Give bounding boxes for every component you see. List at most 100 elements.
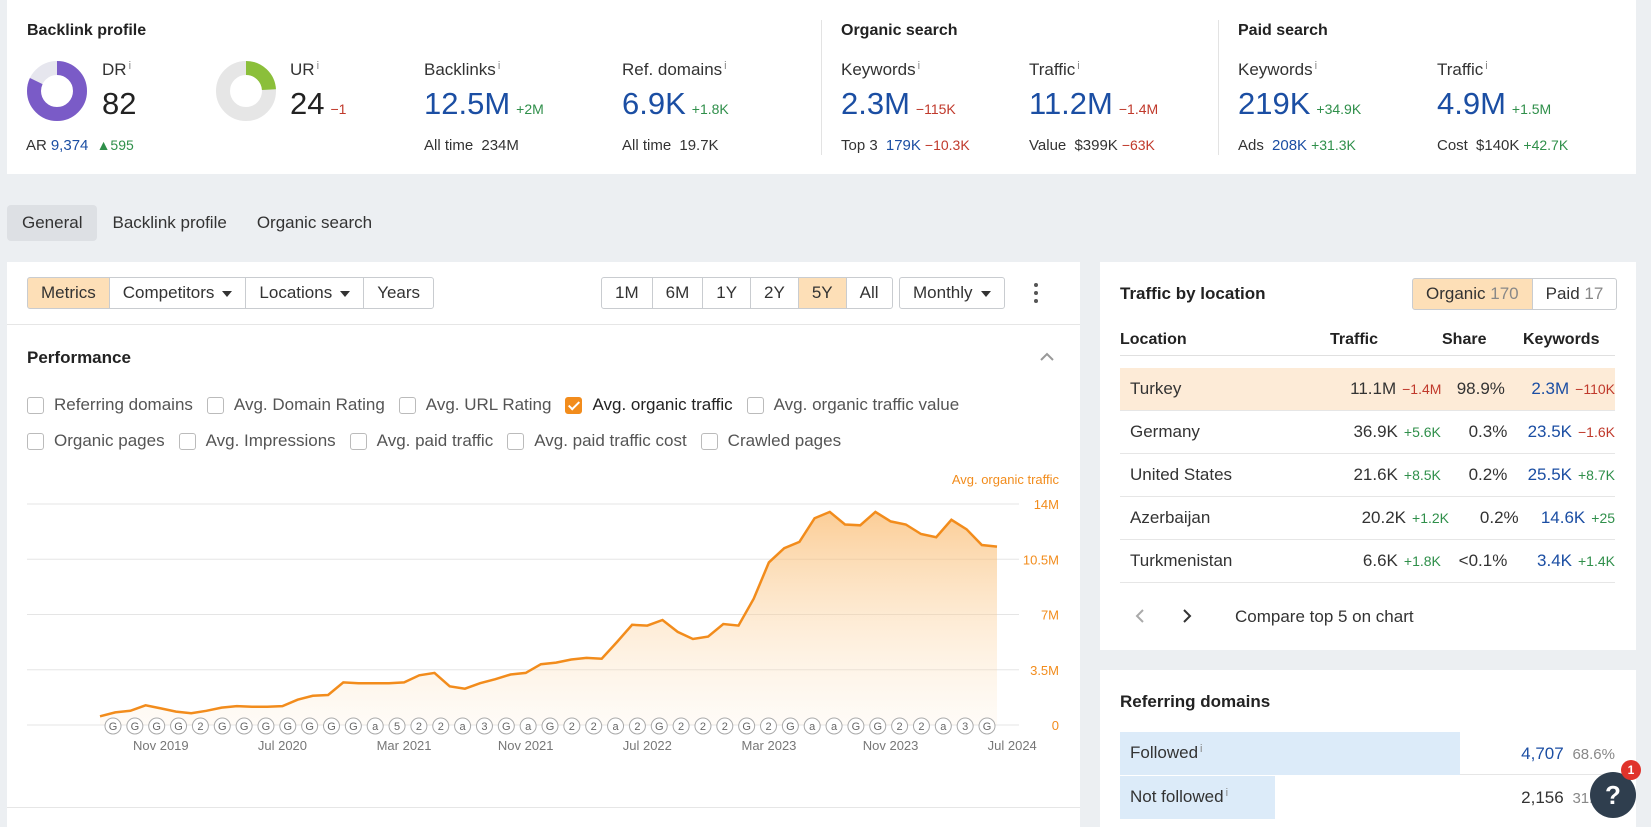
metrics-button[interactable]: Metrics xyxy=(27,277,110,309)
organic-keywords-value[interactable]: 2.3M xyxy=(841,86,910,121)
col-share[interactable]: Share xyxy=(1442,330,1487,348)
annotation-marker[interactable]: G xyxy=(541,717,559,735)
annotation-marker[interactable]: G xyxy=(738,717,756,735)
annotation-marker[interactable]: 3 xyxy=(956,717,974,735)
range-6m-button[interactable]: 6M xyxy=(651,277,704,309)
tab-general[interactable]: General xyxy=(7,205,98,241)
table-row[interactable]: Turkey 11.1M −1.4M 98.9% 2.3M −110K xyxy=(1120,368,1615,411)
checkbox-organic-pages[interactable]: Organic pages xyxy=(27,431,165,451)
checkbox-box[interactable] xyxy=(206,396,224,414)
annotation-marker[interactable]: 5 xyxy=(388,717,406,735)
annotation-marker[interactable]: a xyxy=(934,717,952,735)
checkbox-crawled-pages[interactable]: Crawled pages xyxy=(700,431,841,451)
paid-traffic-value[interactable]: 4.9M xyxy=(1437,86,1506,121)
location-keywords[interactable]: 14.6K xyxy=(1540,508,1586,527)
info-icon[interactable]: i xyxy=(724,60,727,72)
location-keywords[interactable]: 23.5K xyxy=(1527,422,1572,441)
checkbox-box[interactable] xyxy=(700,432,718,450)
range-5y-button[interactable]: 5Y xyxy=(797,277,847,309)
checkbox-box[interactable] xyxy=(746,396,764,414)
table-row[interactable]: Turkmenistan 6.6K +1.8K <0.1% 3.4K +1.4K xyxy=(1120,540,1615,583)
kebab-icon[interactable] xyxy=(1033,283,1039,303)
followed-value[interactable]: 4,707 xyxy=(1521,744,1564,763)
annotation-marker[interactable]: G xyxy=(497,717,515,735)
annotation-marker[interactable]: 2 xyxy=(191,717,209,735)
info-icon[interactable]: i xyxy=(497,60,501,72)
checkbox-avg-url-rating[interactable]: Avg. URL Rating xyxy=(398,395,551,415)
col-location[interactable]: Location xyxy=(1120,330,1187,348)
range-1y-button[interactable]: 1Y xyxy=(702,277,752,309)
organic-traffic-value[interactable]: 11.2M xyxy=(1029,86,1113,121)
not-followed-value[interactable]: 2,156 xyxy=(1521,788,1564,807)
annotation-marker[interactable]: a xyxy=(803,717,821,735)
annotation-marker[interactable]: 2 xyxy=(432,717,450,735)
annotation-marker[interactable]: G xyxy=(650,717,668,735)
years-button[interactable]: Years xyxy=(363,277,435,309)
checkbox-box[interactable] xyxy=(27,432,44,450)
annotation-marker[interactable]: G xyxy=(301,717,319,735)
checkbox-box[interactable] xyxy=(349,432,367,450)
location-keywords[interactable]: 3.4K xyxy=(1537,551,1572,570)
paid-toggle-button[interactable]: Paid 17 xyxy=(1531,278,1618,310)
location-keywords[interactable]: 2.3M xyxy=(1531,379,1570,398)
range-2y-button[interactable]: 2Y xyxy=(750,277,799,309)
range-1m-button[interactable]: 1M xyxy=(601,277,653,309)
location-keywords[interactable]: 25.5K xyxy=(1527,465,1572,484)
info-icon[interactable]: i xyxy=(1077,60,1080,72)
info-icon[interactable]: i xyxy=(128,60,132,72)
annotation-marker[interactable]: a xyxy=(366,717,384,735)
info-icon[interactable]: i xyxy=(917,60,921,72)
col-traffic[interactable]: Traffic xyxy=(1330,330,1379,348)
checkbox-avg-domain-rating[interactable]: Avg. Domain Rating xyxy=(206,395,385,415)
locations-dropdown[interactable]: Locations xyxy=(245,277,365,309)
paid-keywords-value[interactable]: 219K xyxy=(1238,86,1311,121)
annotation-marker[interactable]: 2 xyxy=(410,717,428,735)
annotation-marker[interactable]: 2 xyxy=(694,717,712,735)
top3-value[interactable]: 179K xyxy=(885,137,921,154)
annotation-marker[interactable]: G xyxy=(126,717,144,735)
checkbox-avg-paid-traffic-cost[interactable]: Avg. paid traffic cost xyxy=(507,431,687,451)
checkbox-avg-organic-traffic[interactable]: Avg. organic traffic xyxy=(565,395,733,415)
annotation-marker[interactable]: 2 xyxy=(563,717,581,735)
annotation-marker[interactable]: 2 xyxy=(912,717,930,735)
annotation-marker[interactable]: G xyxy=(148,717,166,735)
chevron-left-icon[interactable] xyxy=(1134,608,1146,624)
annotation-marker[interactable]: a xyxy=(607,717,625,735)
checkbox-avg-impressions[interactable]: Avg. Impressions xyxy=(178,431,336,451)
annotation-marker[interactable]: 2 xyxy=(760,717,777,735)
annotation-marker[interactable]: G xyxy=(279,717,297,735)
annotation-marker[interactable]: G xyxy=(781,717,799,735)
col-keywords[interactable]: Keywords xyxy=(1523,330,1600,348)
chevron-up-icon[interactable] xyxy=(1039,350,1055,362)
annotation-marker[interactable]: a xyxy=(454,717,472,735)
followed-row[interactable]: Followed i 4,707 68.6% xyxy=(1120,732,1615,775)
checkbox-avg-organic-traffic-value[interactable]: Avg. organic traffic value xyxy=(746,395,959,415)
annotation-marker[interactable]: G xyxy=(257,717,275,735)
annotation-marker[interactable]: G xyxy=(869,717,887,735)
annotation-marker[interactable]: 2 xyxy=(716,717,734,735)
annotation-marker[interactable]: 2 xyxy=(891,717,909,735)
checkbox-referring-domains[interactable]: Referring domains xyxy=(27,395,193,415)
checkbox-box[interactable] xyxy=(27,396,44,414)
annotation-marker[interactable]: 2 xyxy=(585,717,603,735)
annotation-marker[interactable]: G xyxy=(344,717,362,735)
annotation-marker[interactable]: G xyxy=(847,717,865,735)
organic-toggle-button[interactable]: Organic 170 xyxy=(1412,278,1533,310)
annotation-marker[interactable]: G xyxy=(104,717,122,735)
annotation-marker[interactable]: a xyxy=(519,717,537,735)
annotation-marker[interactable]: 3 xyxy=(475,717,493,735)
annotation-marker[interactable]: G xyxy=(978,717,996,735)
tab-organic-search[interactable]: Organic search xyxy=(256,213,373,232)
chevron-right-icon[interactable] xyxy=(1181,608,1193,624)
ads-value[interactable]: 208K xyxy=(1272,137,1308,154)
annotation-marker[interactable]: a xyxy=(825,717,843,735)
info-icon[interactable]: i xyxy=(1314,60,1318,72)
refdomains-value[interactable]: 6.9K xyxy=(622,86,686,121)
annotation-marker[interactable]: 2 xyxy=(628,717,646,735)
ar-value[interactable]: 9,374 xyxy=(50,137,89,154)
annotation-marker[interactable]: G xyxy=(323,717,340,735)
table-row[interactable]: Germany 36.9K +5.6K 0.3% 23.5K −1.6K xyxy=(1120,411,1615,454)
table-row[interactable]: United States 21.6K +8.5K 0.2% 25.5K +8.7K xyxy=(1120,454,1615,497)
